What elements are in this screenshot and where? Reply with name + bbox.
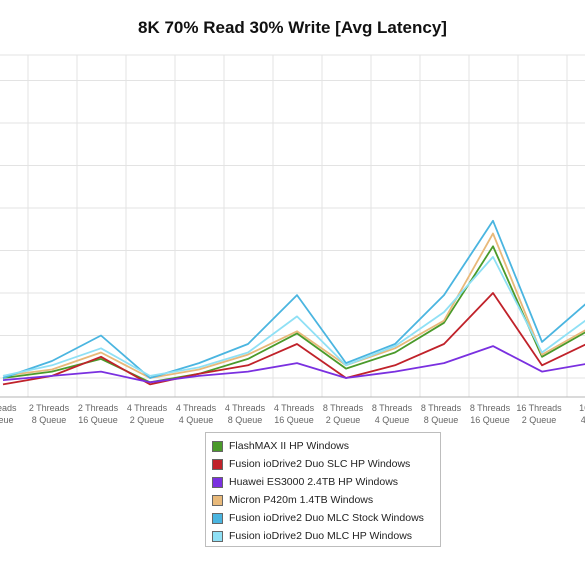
x-tick-label: 8 Threads xyxy=(470,403,511,413)
legend-label: FlashMAX II HP Windows xyxy=(229,440,350,452)
x-tick-label: 16 Queue xyxy=(470,415,510,425)
legend-item: Huawei ES3000 2.4TB HP Windows xyxy=(212,473,434,491)
x-tick-label: 4 Threads xyxy=(225,403,266,413)
series-line-4 xyxy=(2,232,585,379)
legend-label: Micron P420m 1.4TB Windows xyxy=(229,494,374,506)
legend-swatch xyxy=(212,476,223,488)
x-tick-label: 16 Queue xyxy=(274,415,314,425)
series-line-2 xyxy=(2,292,585,386)
x-tick-label: 4 Q xyxy=(581,415,585,425)
series-line-6 xyxy=(2,255,585,377)
x-tick-label: 8 Queue xyxy=(424,415,459,425)
x-tick-label: Threads xyxy=(0,403,17,413)
x-tick-label: 8 Queue xyxy=(228,415,263,425)
legend: FlashMAX II HP Windows Fusion ioDrive2 Du… xyxy=(205,432,441,547)
line-chart: Threads Queue 2 Threads 8 Queue 2 Threads 16 … xyxy=(0,54,585,425)
x-tick-label: 16 Queue xyxy=(78,415,118,425)
legend-swatch xyxy=(212,530,223,542)
series-line-1 xyxy=(2,245,585,384)
x-tick-label: 2 Threads xyxy=(78,403,119,413)
x-tick-label: Queue xyxy=(0,415,14,425)
x-tick-labels: Threads Queue 2 Threads 8 Queue 2 Threads 16 … xyxy=(0,403,585,425)
legend-label: Fusion ioDrive2 Duo SLC HP Windows xyxy=(229,458,411,470)
x-tick-label: 2 Queue xyxy=(130,415,165,425)
x-tick-label: 2 Queue xyxy=(326,415,361,425)
x-tick-label: 4 Queue xyxy=(179,415,214,425)
series-line-5 xyxy=(2,219,585,379)
x-tick-label: 2 Threads xyxy=(29,403,70,413)
legend-swatch xyxy=(212,458,223,470)
legend-swatch xyxy=(212,440,223,452)
x-tick-label: 4 Queue xyxy=(375,415,410,425)
legend-label: Fusion ioDrive2 Duo MLC HP Windows xyxy=(229,530,413,542)
legend-swatch xyxy=(212,512,223,524)
x-tick-label: 16 Threads xyxy=(516,403,562,413)
grid xyxy=(0,54,585,397)
legend-item: Micron P420m 1.4TB Windows xyxy=(212,491,434,509)
x-tick-label: 4 Threads xyxy=(274,403,315,413)
x-tick-label: 8 Threads xyxy=(421,403,462,413)
legend-item: FlashMAX II HP Windows xyxy=(212,437,434,455)
x-tick-label: 4 Threads xyxy=(176,403,217,413)
x-tick-label: 16 T xyxy=(579,403,585,413)
series-line-3 xyxy=(2,345,585,384)
series-layer xyxy=(2,219,585,386)
chart-title: 8K 70% Read 30% Write [Avg Latency] xyxy=(138,18,447,37)
legend-label: Fusion ioDrive2 Duo MLC Stock Windows xyxy=(229,512,424,524)
legend-item: Fusion ioDrive2 Duo MLC Stock Windows xyxy=(212,509,434,527)
x-tick-label: 4 Threads xyxy=(127,403,168,413)
x-tick-label: 8 Threads xyxy=(323,403,364,413)
legend-swatch xyxy=(212,494,223,506)
x-tick-label: 8 Queue xyxy=(32,415,67,425)
x-tick-label: 2 Queue xyxy=(522,415,557,425)
legend-item: Fusion ioDrive2 Duo MLC HP Windows xyxy=(212,527,434,545)
x-tick-label: 8 Threads xyxy=(372,403,413,413)
legend-item: Fusion ioDrive2 Duo SLC HP Windows xyxy=(212,455,434,473)
legend-label: Huawei ES3000 2.4TB HP Windows xyxy=(229,476,399,488)
